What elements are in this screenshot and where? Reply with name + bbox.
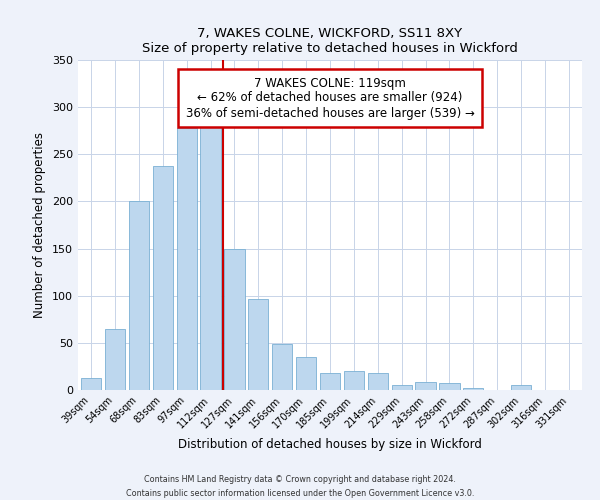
Bar	[463, 388, 484, 390]
Bar	[368, 373, 388, 390]
Bar	[296, 357, 316, 390]
X-axis label: Distribution of detached houses by size in Wickford: Distribution of detached houses by size …	[178, 438, 482, 451]
Y-axis label: Number of detached properties: Number of detached properties	[34, 132, 46, 318]
Bar	[439, 384, 460, 390]
Title: 7, WAKES COLNE, WICKFORD, SS11 8XY
Size of property relative to detached houses : 7, WAKES COLNE, WICKFORD, SS11 8XY Size …	[142, 26, 518, 54]
Bar	[392, 386, 412, 390]
Bar	[81, 378, 101, 390]
Bar	[415, 382, 436, 390]
Bar	[105, 328, 125, 390]
Bar	[511, 386, 531, 390]
Bar	[152, 166, 173, 390]
Bar	[176, 128, 197, 390]
Bar	[248, 298, 268, 390]
Bar	[320, 373, 340, 390]
Bar	[129, 202, 149, 390]
Text: Contains HM Land Registry data © Crown copyright and database right 2024.
Contai: Contains HM Land Registry data © Crown c…	[126, 476, 474, 498]
Text: 7 WAKES COLNE: 119sqm
← 62% of detached houses are smaller (924)
36% of semi-det: 7 WAKES COLNE: 119sqm ← 62% of detached …	[185, 76, 475, 120]
Bar	[224, 248, 245, 390]
Bar	[344, 371, 364, 390]
Bar	[272, 344, 292, 390]
Bar	[200, 116, 221, 390]
